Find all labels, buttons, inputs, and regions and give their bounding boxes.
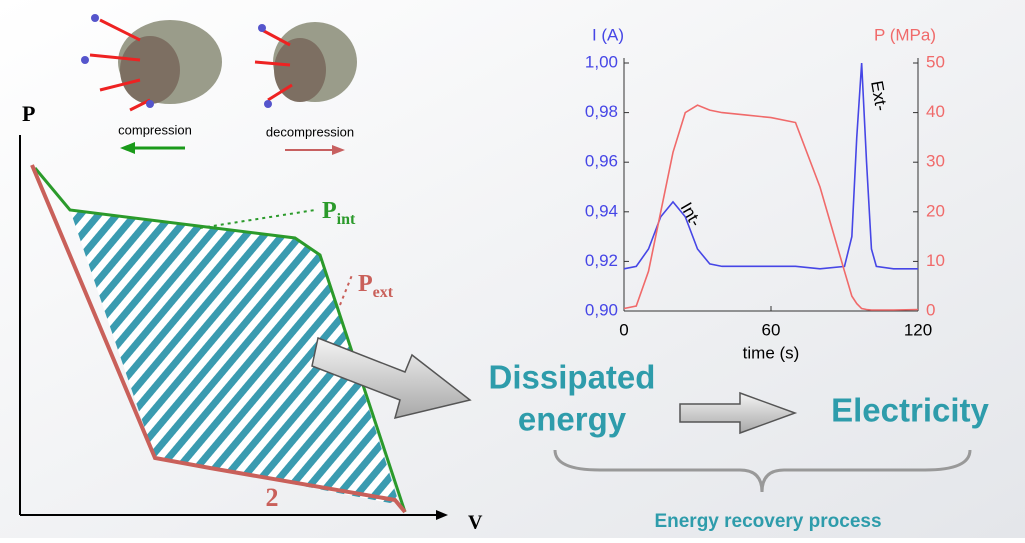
particle-decompression <box>254 22 357 108</box>
y2-tick-label: 50 <box>926 52 945 71</box>
dissipated-line-1: Dissipated <box>489 359 656 396</box>
series-line <box>623 62 918 270</box>
compression-arrow <box>120 142 185 154</box>
brace <box>553 449 972 493</box>
x-arrowhead <box>436 510 448 520</box>
y-tick-label: 0,90 <box>585 300 618 319</box>
y2-tick-label: 30 <box>926 152 945 171</box>
x-tick-label: 0 <box>619 320 628 339</box>
x-tick-label: 60 <box>762 320 781 339</box>
p-int-pointer <box>199 209 316 229</box>
cycle-label: 2 <box>266 483 279 512</box>
dissipated-line-2: energy <box>518 401 627 438</box>
y-tick-label: 0,98 <box>585 102 618 121</box>
p-int-curve <box>33 167 407 513</box>
decompression-arrow <box>285 145 345 155</box>
particle-compression <box>81 14 222 112</box>
p-int-base: P <box>322 198 337 224</box>
y2-tick-label: 40 <box>926 102 945 121</box>
p-ext-pointer <box>339 274 353 306</box>
compression-label: compression <box>118 122 192 137</box>
y-tick-label: 0,92 <box>585 251 618 270</box>
p-ext-curve <box>30 164 407 514</box>
big-arrow <box>311 336 472 420</box>
y2-tick-label: 0 <box>926 300 935 319</box>
pv-y-label: P <box>22 101 35 126</box>
y2-tick-label: 10 <box>926 251 945 270</box>
y2-axis-title: P (MPa) <box>874 25 936 44</box>
process-label: Energy recovery process <box>654 511 881 532</box>
y-tick-label: 0,96 <box>585 152 618 171</box>
decompression-label: decompression <box>266 124 354 139</box>
p-int-sub: int <box>337 211 356 228</box>
p-ext-sub: ext <box>373 284 394 301</box>
y-axis-title: I (A) <box>592 25 624 44</box>
electricity-label: Electricity <box>831 392 989 429</box>
x-tick-label: 120 <box>904 320 932 339</box>
y-tick-label: 0,94 <box>585 201 618 220</box>
y2-tick-label: 20 <box>926 201 945 220</box>
y-tick-label: 1,00 <box>585 52 618 71</box>
p-ext-base: P <box>358 271 373 297</box>
series-line <box>623 104 919 311</box>
dissipated-area <box>70 210 398 503</box>
annotation-ext: Ext- <box>867 79 891 112</box>
small-arrow <box>679 391 798 435</box>
p-int-label: Pint <box>322 198 356 228</box>
pv-x-label: V <box>468 512 483 534</box>
p-ext-label: Pext <box>358 271 394 301</box>
x-axis-title: time (s) <box>743 343 800 362</box>
